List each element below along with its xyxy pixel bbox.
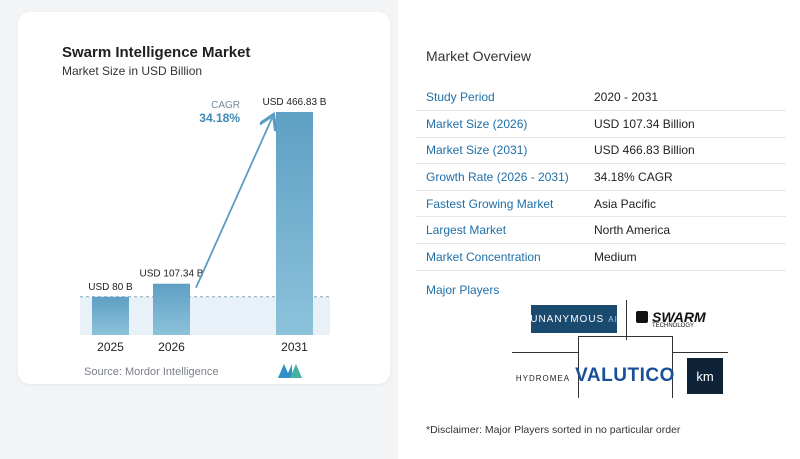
- cagr-label: CAGR: [211, 100, 240, 111]
- major-players-title: Major Players: [426, 283, 500, 297]
- chart-title: Swarm Intelligence Market: [62, 44, 251, 61]
- row-label: Market Size (2026): [416, 110, 594, 138]
- logo-text: UNANYMOUS: [530, 313, 605, 325]
- overview-row: Growth Rate (2026 - 2031) 34.18% CAGR: [416, 163, 786, 191]
- logo-divider: [578, 336, 672, 337]
- mordor-logo-icon: [278, 364, 302, 383]
- data-label: USD 107.34 B: [140, 269, 204, 280]
- logo-divider: [672, 336, 673, 398]
- cagr-value: 34.18%: [199, 111, 240, 125]
- logo-suffix: AI: [608, 314, 618, 324]
- overview-table: Study Period 2020 - 2031 Market Size (20…: [416, 84, 786, 271]
- logo-subtext: TECHNOLOGY: [652, 323, 695, 329]
- logo-divider: [672, 352, 728, 353]
- logo-text: km: [696, 368, 714, 384]
- overview-row: Market Concentration Medium: [416, 243, 786, 271]
- disclaimer: *Disclaimer: Major Players sorted in no …: [426, 424, 681, 436]
- overview-row: Market Size (2031) USD 466.83 Billion: [416, 137, 786, 165]
- row-value: 34.18% CAGR: [594, 163, 786, 191]
- row-label: Largest Market: [416, 216, 594, 245]
- unanymous-ai-logo: UNANYMOUS AI: [530, 305, 618, 333]
- swarm-icon: [636, 311, 648, 323]
- bar-2031: [276, 112, 313, 335]
- data-label: USD 466.83 B: [263, 97, 327, 108]
- overview-title: Market Overview: [426, 48, 532, 64]
- overview-row: Market Size (2026) USD 107.34 Billion: [416, 110, 786, 138]
- x-tick-label: 2026: [158, 340, 185, 354]
- row-value: Asia Pacific: [594, 190, 786, 218]
- km-logo: km: [687, 358, 723, 394]
- source-note: Source: Mordor Intelligence: [84, 366, 219, 378]
- row-label: Fastest Growing Market: [416, 190, 594, 218]
- hydromea-logo: HYDROMEA: [512, 368, 574, 388]
- row-value: 2020 - 2031: [594, 84, 786, 112]
- logo-divider: [512, 352, 578, 353]
- row-value: North America: [594, 216, 786, 245]
- row-label: Growth Rate (2026 - 2031): [416, 163, 594, 191]
- bar-2026: [153, 283, 190, 335]
- overview-row: Fastest Growing Market Asia Pacific: [416, 190, 786, 218]
- x-tick-label: 2025: [97, 340, 124, 354]
- logo-text: VALUTICO: [575, 365, 675, 386]
- valutico-logo: VALUTICO: [575, 357, 674, 395]
- cagr-arrow: [195, 118, 272, 289]
- overview-row: Largest Market North America: [416, 216, 786, 245]
- x-tick-label: 2031: [281, 340, 308, 354]
- row-label: Market Concentration: [416, 243, 594, 271]
- data-label: USD 80 B: [88, 282, 133, 293]
- swarm-technology-logo: SWARM TECHNOLOGY: [636, 305, 720, 333]
- row-value: USD 107.34 Billion: [594, 110, 786, 138]
- chart-area: USD 80 B 2025 USD 107.34 B 2026 USD 466.83 B…: [80, 97, 330, 354]
- overview-row: Study Period 2020 - 2031: [416, 84, 786, 112]
- logo-text: SWARM: [652, 309, 706, 325]
- bar-2025: [92, 296, 129, 335]
- chart-subtitle: Market Size in USD Billion: [62, 64, 203, 78]
- logo-text: HYDROMEA: [515, 373, 571, 383]
- row-label: Market Size (2031): [416, 137, 594, 165]
- row-label: Study Period: [416, 84, 594, 112]
- logo-divider: [626, 300, 627, 340]
- row-value: USD 466.83 Billion: [594, 137, 786, 165]
- logo-divider: [578, 336, 579, 398]
- row-value: Medium: [594, 243, 786, 271]
